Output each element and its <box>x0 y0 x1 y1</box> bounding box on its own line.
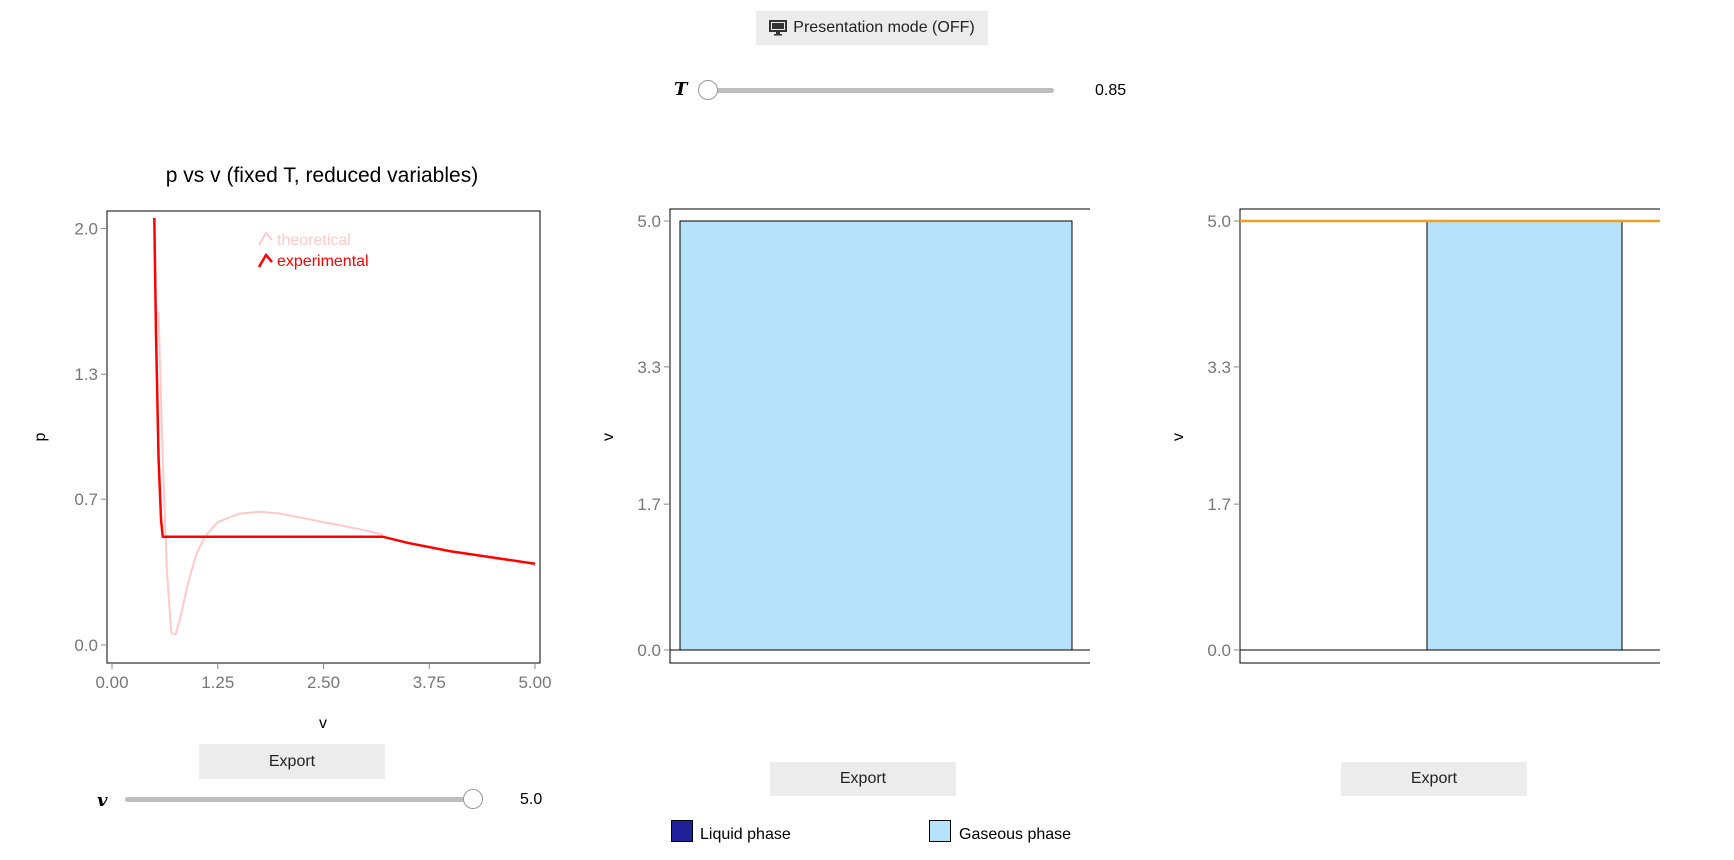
bar-ylabel: v <box>1170 433 1187 441</box>
legend-experimental-icon <box>257 252 273 268</box>
v-slider-track <box>125 797 475 802</box>
y-tick-label: 1.7 <box>637 495 661 514</box>
y-tick-label: 1.3 <box>74 365 98 384</box>
y-tick-label: 0.0 <box>74 636 98 655</box>
monitor-icon <box>769 20 788 36</box>
liquid-phase-swatch <box>671 820 693 842</box>
y-tick-label: 3.3 <box>637 358 661 377</box>
y-tick-label: 3.3 <box>1207 358 1231 377</box>
series-theoretical-line <box>157 311 383 637</box>
presentation-mode-label: Presentation mode (OFF) <box>793 19 975 36</box>
pv-plot-frame <box>106 210 541 664</box>
t-slider[interactable] <box>698 80 1056 100</box>
t-slider-track <box>704 88 1054 93</box>
legend-experimental: experimental <box>277 253 369 270</box>
t-slider-thumb[interactable] <box>698 80 718 100</box>
y-tick-label: 5.0 <box>1207 212 1231 231</box>
v-slider-value: 5.0 <box>520 791 543 808</box>
x-tick-label: 1.25 <box>201 673 234 692</box>
gaseous-phase-swatch <box>929 820 951 842</box>
t-slider-value: 0.85 <box>1095 82 1127 99</box>
series-experimental-line <box>153 217 536 566</box>
pv-ylabel: p <box>32 432 49 441</box>
v-slider[interactable] <box>123 789 488 809</box>
phase-bar-chart-middle: 0.0 1.7 3.3 5.0 v <box>600 208 1090 664</box>
y-tick-label: 0.7 <box>74 490 98 509</box>
x-tick-label: 0.00 <box>95 673 128 692</box>
legend-theoretical: theoretical <box>277 232 351 249</box>
gaseous-phase-label: Gaseous phase <box>959 826 1072 843</box>
y-tick-label: 0.0 <box>1207 641 1231 660</box>
pv-chart: 0.00 1.25 2.50 3.75 5.00 0.0 0.7 1.3 2.0 p v the… <box>32 210 552 732</box>
v-slider-label: v <box>97 790 108 811</box>
y-tick-label: 5.0 <box>637 212 661 231</box>
y-tick-label: 2.0 <box>74 219 98 238</box>
bar-ylabel: v <box>600 433 617 441</box>
pv-xlabel: v <box>319 715 327 732</box>
phase-bar-chart-right: 0.0 1.7 3.3 5.0 v <box>1170 208 1660 664</box>
liquid-phase-label: Liquid phase <box>700 826 791 843</box>
export-button-chart1[interactable]: Export <box>199 744 385 779</box>
gaseous-phase-bar <box>679 220 1073 651</box>
export-button-chart3[interactable]: Export <box>1341 762 1527 796</box>
x-tick-label: 3.75 <box>413 673 446 692</box>
presentation-mode-button[interactable]: Presentation mode (OFF) <box>756 11 988 45</box>
chart1-title: p vs v (fixed T, reduced variables) <box>165 164 479 187</box>
t-slider-label: T <box>674 79 688 100</box>
plot-frame <box>669 208 1090 664</box>
plot-frame <box>1239 208 1660 664</box>
y-tick-label: 1.7 <box>1207 495 1231 514</box>
v-slider-thumb[interactable] <box>463 789 483 809</box>
legend-theoretical-icon <box>258 231 273 246</box>
x-tick-label: 2.50 <box>307 673 340 692</box>
export-button-chart2[interactable]: Export <box>770 762 956 796</box>
y-tick-label: 0.0 <box>637 641 661 660</box>
x-tick-label: 5.00 <box>518 673 551 692</box>
gaseous-phase-bar <box>1426 220 1623 651</box>
